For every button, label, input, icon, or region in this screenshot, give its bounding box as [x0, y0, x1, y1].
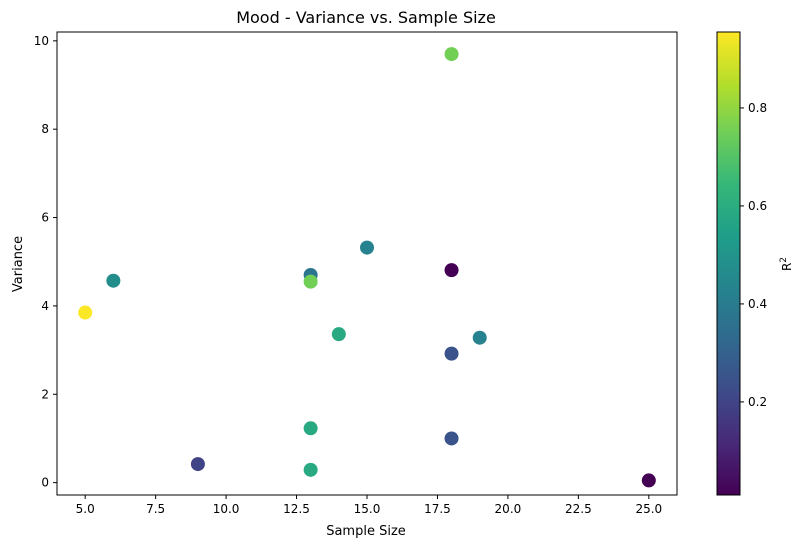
y-tick-label: 6 — [41, 211, 49, 225]
y-axis: 0 2 4 6 8 10 — [34, 34, 57, 490]
x-tick-label: 7.5 — [146, 502, 165, 516]
chart-title: Mood - Variance vs. Sample Size — [236, 8, 496, 27]
x-tick-label: 10.0 — [213, 502, 240, 516]
x-tick-label: 20.0 — [495, 502, 522, 516]
x-tick-label: 12.5 — [283, 502, 310, 516]
data-points — [78, 47, 656, 488]
data-point — [106, 273, 121, 288]
colorbar-tick-label: 0.6 — [748, 199, 767, 213]
y-tick-label: 8 — [41, 122, 49, 136]
x-tick-label: 22.5 — [565, 502, 592, 516]
data-point — [190, 457, 205, 472]
colorbar-label: R2 — [779, 257, 794, 271]
colorbar-tick-label: 0.4 — [748, 297, 767, 311]
data-point — [331, 327, 346, 342]
x-axis: 5.0 7.5 10.0 12.5 15.0 17.5 20.0 22.5 25.0 — [76, 495, 662, 516]
colorbar-tick-label: 0.8 — [748, 101, 767, 115]
y-tick-label: 0 — [41, 476, 49, 490]
colorbar-tick-label: 0.2 — [748, 395, 767, 409]
data-point — [444, 47, 459, 62]
data-point — [303, 462, 318, 477]
data-point — [78, 305, 93, 320]
colorbar-ticks: 0.2 0.4 0.6 0.8 — [740, 101, 767, 409]
y-tick-label: 10 — [34, 34, 49, 48]
data-point — [303, 274, 318, 289]
data-point — [360, 240, 374, 255]
colorbar-gradient — [716, 31, 741, 496]
x-tick-label: 25.0 — [635, 502, 662, 516]
plot-area: 5.0 7.5 10.0 12.5 15.0 17.5 20.0 22.5 25.0 0 2 4 6 8… — [34, 31, 678, 516]
colorbar: 0.2 0.4 0.6 0.8 R2 — [716, 31, 794, 496]
y-axis-label: Variance — [11, 236, 26, 292]
data-point — [444, 346, 459, 361]
data-point — [472, 330, 487, 345]
x-axis-label: Sample Size — [326, 524, 406, 539]
x-tick-label: 17.5 — [424, 502, 451, 516]
x-tick-label: 15.0 — [354, 502, 381, 516]
y-tick-label: 4 — [41, 299, 49, 313]
data-point — [641, 473, 656, 488]
data-point — [444, 431, 459, 446]
x-tick-label: 5.0 — [76, 502, 95, 516]
y-tick-label: 2 — [41, 387, 49, 401]
plot-frame — [56, 31, 678, 496]
data-point — [444, 263, 459, 278]
data-point — [303, 421, 318, 436]
